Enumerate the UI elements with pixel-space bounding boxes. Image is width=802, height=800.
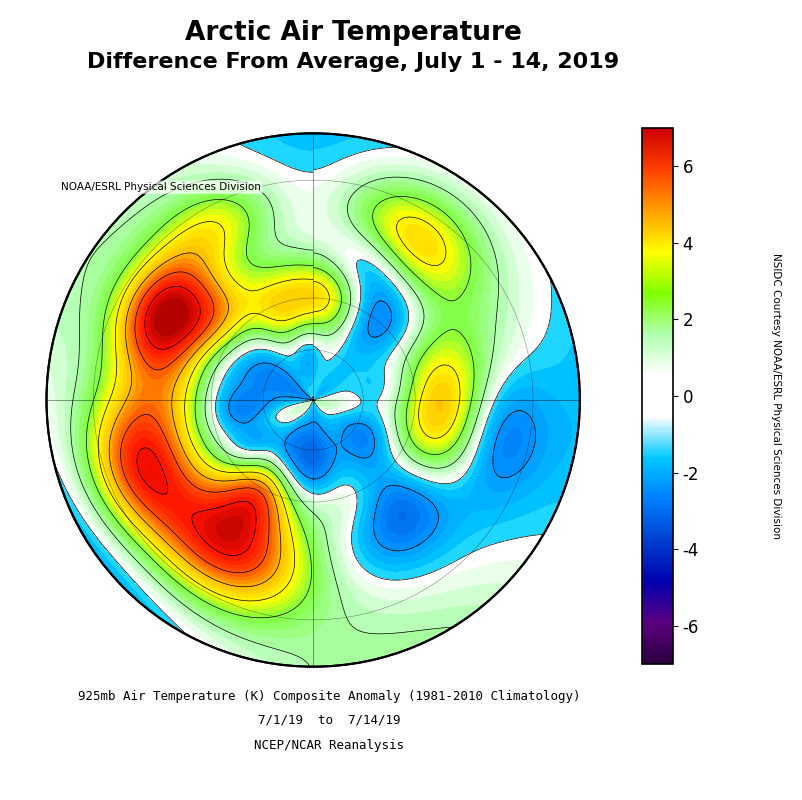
Point bbox=[306, 394, 319, 406]
Point bbox=[306, 394, 319, 406]
Point bbox=[306, 394, 319, 406]
Point bbox=[306, 394, 319, 406]
Point bbox=[306, 394, 319, 406]
Point bbox=[306, 394, 319, 406]
Point bbox=[306, 394, 319, 406]
Point bbox=[306, 394, 319, 406]
Point bbox=[306, 394, 319, 406]
Point bbox=[306, 394, 319, 406]
Point bbox=[306, 394, 319, 406]
Point bbox=[306, 394, 319, 406]
Text: Difference From Average, July 1 - 14, 2019: Difference From Average, July 1 - 14, 20… bbox=[87, 52, 618, 72]
Point bbox=[306, 394, 319, 406]
Point bbox=[306, 394, 319, 406]
Point bbox=[306, 394, 319, 406]
Point bbox=[306, 394, 319, 406]
Point bbox=[306, 394, 319, 406]
Point bbox=[306, 394, 319, 406]
Point bbox=[306, 394, 319, 406]
Point bbox=[306, 394, 319, 406]
Point bbox=[306, 394, 319, 406]
Point bbox=[306, 394, 319, 406]
Point bbox=[306, 394, 319, 406]
Point bbox=[306, 394, 319, 406]
Point bbox=[306, 394, 319, 406]
Point bbox=[306, 394, 319, 406]
PathPatch shape bbox=[0, 80, 633, 720]
Point bbox=[306, 394, 319, 406]
Point bbox=[306, 394, 319, 406]
Text: NCEP/NCAR Reanalysis: NCEP/NCAR Reanalysis bbox=[254, 739, 403, 752]
Point bbox=[306, 394, 319, 406]
Point bbox=[306, 394, 319, 406]
Point bbox=[306, 394, 319, 406]
Point bbox=[306, 394, 319, 406]
Point bbox=[306, 394, 319, 406]
Point bbox=[306, 394, 319, 406]
Text: NOAA/ESRL Physical Sciences Division: NOAA/ESRL Physical Sciences Division bbox=[61, 182, 261, 192]
Point bbox=[306, 394, 319, 406]
Point bbox=[306, 394, 319, 406]
Text: 7/1/19  to  7/14/19: 7/1/19 to 7/14/19 bbox=[257, 714, 400, 726]
Point bbox=[306, 394, 319, 406]
Point bbox=[306, 394, 319, 406]
Point bbox=[306, 394, 319, 406]
Point bbox=[306, 394, 319, 406]
Point bbox=[306, 394, 319, 406]
Point bbox=[306, 394, 319, 406]
Point bbox=[306, 394, 319, 406]
Point bbox=[306, 394, 319, 406]
Point bbox=[306, 394, 319, 406]
Point bbox=[306, 394, 319, 406]
Text: NSIDC Courtesy NOAA/ESRL Physical Sciences Division: NSIDC Courtesy NOAA/ESRL Physical Scienc… bbox=[770, 253, 780, 539]
Point bbox=[306, 394, 319, 406]
Point bbox=[306, 394, 319, 406]
Point bbox=[306, 394, 319, 406]
Point bbox=[306, 394, 319, 406]
Point bbox=[306, 394, 319, 406]
Point bbox=[306, 394, 319, 406]
Point bbox=[306, 394, 319, 406]
Point bbox=[306, 394, 319, 406]
Point bbox=[306, 394, 319, 406]
Point bbox=[306, 394, 319, 406]
Point bbox=[306, 394, 319, 406]
Point bbox=[306, 394, 319, 406]
Point bbox=[306, 394, 319, 406]
Point bbox=[306, 394, 319, 406]
Point bbox=[306, 394, 319, 406]
Point bbox=[306, 394, 319, 406]
Point bbox=[306, 394, 319, 406]
Point bbox=[306, 394, 319, 406]
Point bbox=[306, 394, 319, 406]
Point bbox=[306, 394, 319, 406]
Text: Arctic Air Temperature: Arctic Air Temperature bbox=[184, 20, 521, 46]
Point bbox=[306, 394, 319, 406]
Point bbox=[306, 394, 319, 406]
Point bbox=[306, 394, 319, 406]
Point bbox=[306, 394, 319, 406]
Point bbox=[306, 394, 319, 406]
Point bbox=[306, 394, 319, 406]
Point bbox=[306, 394, 319, 406]
Point bbox=[306, 394, 319, 406]
Point bbox=[306, 394, 319, 406]
Text: 925mb Air Temperature (K) Composite Anomaly (1981-2010 Climatology): 925mb Air Temperature (K) Composite Anom… bbox=[78, 690, 580, 702]
Point bbox=[306, 394, 319, 406]
Point bbox=[306, 394, 319, 406]
Point bbox=[306, 394, 319, 406]
